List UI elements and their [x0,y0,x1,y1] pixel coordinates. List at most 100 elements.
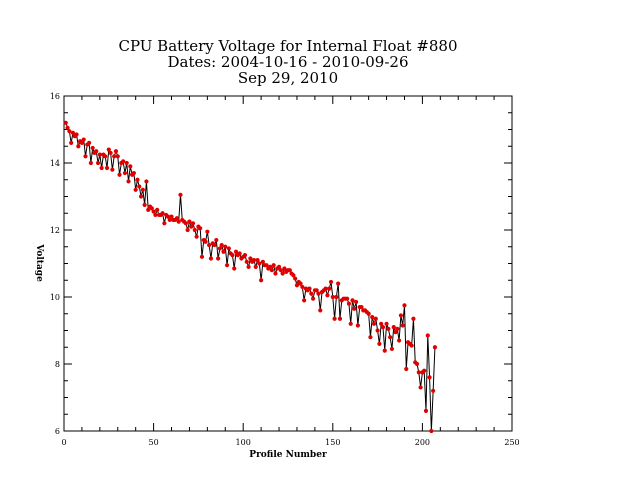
data-point [69,140,74,145]
data-point [113,149,119,154]
x-tick-label: 200 [415,438,430,447]
data-point [431,388,436,393]
data-point [327,286,332,291]
data-point [352,306,357,311]
data-point [409,343,414,348]
data-point [400,323,405,328]
data-point [264,263,269,268]
data-point [388,335,393,340]
data-point [138,194,144,199]
data-point [144,179,149,184]
data-point [219,242,224,248]
data-point [373,316,378,321]
data-point [153,212,158,218]
data-point [183,221,188,226]
data-point [90,145,95,151]
data-point [86,140,92,145]
data-point [414,361,420,367]
data-point [395,326,400,331]
data-point [273,271,278,276]
data-point [393,330,398,335]
data-point [67,129,72,134]
data-point [221,249,226,254]
data-point [76,144,81,149]
data-point [187,219,192,224]
x-tick-label: 0 [61,438,66,447]
data-point [165,214,171,219]
data-point [79,140,85,145]
data-point [330,294,335,300]
data-point [133,187,138,192]
data-point [226,246,231,251]
data-point [371,321,377,326]
data-point [310,296,316,301]
data-point [146,207,151,212]
chart-title-line-1: CPU Battery Voltage for Internal Float #… [118,37,457,55]
data-point [126,179,131,184]
data-point [122,170,128,176]
data-point [328,279,334,285]
data-point [318,308,323,313]
data-point [298,281,303,286]
chart-title-line-3: Sep 29, 2010 [238,69,338,87]
data-point [198,226,203,231]
data-point [345,296,350,301]
y-tick-label: 14 [50,159,60,168]
data-point [391,325,396,330]
data-point [155,207,160,212]
data-point [176,219,181,224]
data-point [418,385,423,390]
data-point [422,368,427,373]
data-point [316,291,321,296]
x-tick-label: 50 [149,438,159,447]
data-point [140,187,145,192]
y-tick-label: 16 [50,92,60,101]
data-point [63,120,68,125]
data-point [95,160,101,166]
data-point [267,264,273,269]
data-point [216,256,221,261]
data-point [336,281,341,286]
y-tick-label: 10 [50,293,60,302]
y-tick-label: 6 [55,427,60,436]
data-point [205,229,210,234]
data-point [83,154,88,159]
data-point [416,370,421,375]
data-point [350,298,355,303]
data-point [259,278,264,283]
data-point [212,242,217,248]
data-point [94,149,99,154]
y-axis-label: Voltage [34,243,44,282]
data-point [137,184,142,189]
data-point [104,165,110,171]
data-point [307,286,312,291]
data-point [370,315,375,320]
data-point [244,259,249,264]
data-point [74,132,79,137]
series-points-group [63,120,438,434]
data-point [189,224,194,229]
data-point [355,323,360,328]
data-point [257,261,262,266]
data-point [397,338,402,343]
data-point [377,341,382,346]
data-point [151,209,156,214]
data-point [346,301,352,306]
data-point [142,202,147,207]
data-point [382,348,387,353]
data-point [214,237,219,243]
data-point [185,227,190,233]
data-point [97,152,102,157]
data-point [88,160,93,166]
data-point [429,428,434,434]
data-point [103,154,108,159]
data-point [233,249,239,254]
x-tick-label: 150 [325,438,340,447]
data-point [128,164,133,169]
data-point [280,271,285,276]
data-point [110,167,115,172]
data-point [223,244,228,249]
data-point [230,253,235,258]
data-point [65,125,70,130]
